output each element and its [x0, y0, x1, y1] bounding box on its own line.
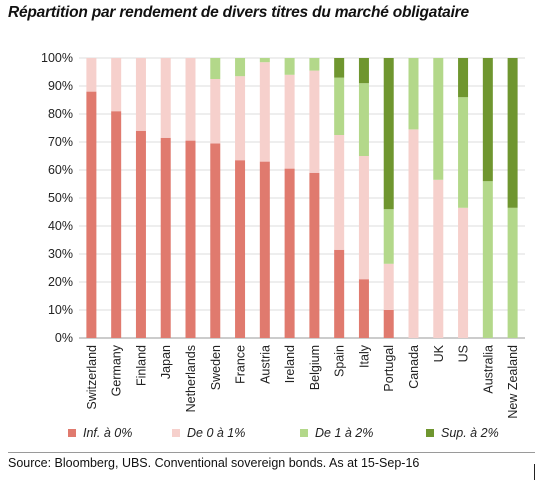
bar-segment: [235, 76, 246, 161]
bar-segment: [358, 83, 369, 156]
chart-title: Répartition par rendement de divers titr…: [8, 4, 469, 21]
bar-segment: [482, 58, 493, 182]
x-tick-label: Australia: [481, 345, 495, 394]
legend-label: Inf. à 0%: [83, 426, 132, 440]
bar-segment: [309, 172, 320, 338]
x-tick-label: Italy: [357, 344, 371, 368]
bars: [86, 58, 518, 338]
bar-segment: [358, 279, 369, 338]
bar-segment: [334, 77, 345, 135]
bar-segment: [111, 111, 122, 338]
legend-label: De 1 à 2%: [315, 426, 373, 440]
y-axis-ticks: 0% 10% 20% 30% 40% 50% 60% 70% 80% 90% 100%: [41, 51, 73, 345]
y-tick-label: 10%: [48, 303, 73, 317]
legend-swatch: [68, 429, 76, 437]
bar-segment: [383, 58, 394, 210]
x-tick-label: Belgium: [308, 345, 322, 390]
y-tick-label: 20%: [48, 275, 73, 289]
bar-segment: [408, 129, 419, 338]
x-tick-label: UK: [432, 344, 446, 362]
bar-segment: [284, 74, 295, 169]
y-tick-label: 100%: [41, 51, 73, 65]
bar-segment: [507, 207, 518, 338]
y-tick-label: 50%: [48, 191, 73, 205]
x-tick-label: New Zealand: [506, 345, 520, 419]
x-tick-label: Portugal: [382, 345, 396, 392]
source-note: Source: Bloomberg, UBS. Conventional sov…: [8, 456, 420, 470]
legend-label: De 0 à 1%: [187, 426, 245, 440]
x-tick-label: Finland: [134, 345, 148, 386]
x-tick-label: Switzerland: [85, 345, 99, 410]
bar-segment: [235, 160, 246, 338]
bar-segment: [259, 161, 270, 338]
x-tick-label: Germany: [110, 344, 124, 396]
bar-segment: [458, 58, 469, 98]
bar-segment: [135, 58, 146, 131]
bar-segment: [507, 58, 518, 208]
x-tick-label: Spain: [333, 345, 347, 377]
bar-segment: [383, 209, 394, 264]
edge-mark: [534, 464, 535, 480]
bar-segment: [210, 58, 221, 79]
legend-swatch: [426, 429, 434, 437]
x-tick-label: Japan: [159, 345, 173, 379]
x-tick-label: Austria: [258, 345, 272, 384]
bar-segment: [185, 58, 196, 141]
bar-segment: [210, 143, 221, 338]
x-axis-ticks: Switzerland Germany Finland Japan Netherland…: [85, 344, 520, 418]
y-tick-label: 80%: [48, 107, 73, 121]
x-tick-label: Netherlands: [184, 345, 198, 412]
bar-segment: [482, 181, 493, 338]
x-tick-label: France: [234, 345, 248, 384]
bar-segment: [334, 135, 345, 250]
grid-lines: [79, 57, 525, 339]
bar-segment: [433, 58, 444, 180]
bar-segment: [210, 79, 221, 144]
bar-segment: [458, 207, 469, 338]
y-tick-label: 40%: [48, 219, 73, 233]
bar-segment: [358, 58, 369, 84]
bar-segment: [160, 137, 171, 338]
legend-label: Sup. à 2%: [441, 426, 499, 440]
bar-segment: [259, 58, 270, 63]
y-tick-label: 90%: [48, 79, 73, 93]
bar-segment: [334, 249, 345, 338]
x-tick-label: US: [457, 345, 471, 362]
legend: Inf. à 0% De 0 à 1% De 1 à 2% Sup. à 2%: [68, 426, 499, 440]
bar-segment: [160, 58, 171, 138]
bar-segment: [408, 58, 419, 130]
bar-segment: [284, 168, 295, 338]
bar-segment: [185, 140, 196, 338]
bar-segment: [334, 58, 345, 78]
bar-segment: [358, 156, 369, 280]
bar-segment: [383, 310, 394, 338]
bar-segment: [111, 58, 122, 112]
bar-segment: [235, 58, 246, 77]
x-tick-label: Ireland: [283, 345, 297, 383]
x-tick-label: Canada: [407, 345, 421, 389]
bar-segment: [284, 58, 295, 75]
y-tick-label: 60%: [48, 163, 73, 177]
y-tick-label: 30%: [48, 247, 73, 261]
bar-segment: [309, 58, 320, 71]
bar-segment: [135, 130, 146, 338]
bar-segment: [458, 97, 469, 208]
legend-swatch: [172, 429, 180, 437]
y-tick-label: 0%: [55, 331, 73, 345]
bar-segment: [86, 58, 97, 92]
bar-segment: [259, 62, 270, 162]
bar-segment: [309, 70, 320, 173]
x-tick-label: Sweden: [209, 345, 223, 390]
bar-segment: [433, 179, 444, 338]
bar-segment: [383, 263, 394, 310]
source-divider: [8, 452, 535, 453]
bar-segment: [86, 91, 97, 338]
legend-swatch: [300, 429, 308, 437]
y-tick-label: 70%: [48, 135, 73, 149]
